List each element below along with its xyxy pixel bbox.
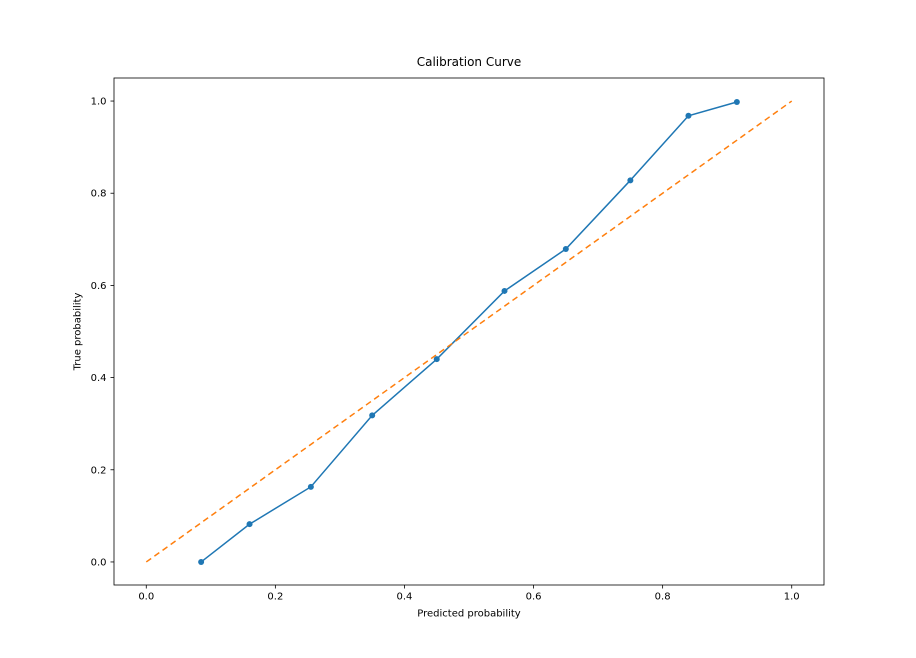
y-tick-label: 0.0: [91, 557, 107, 568]
marker-calibration: [247, 521, 253, 527]
x-tick-label: 0.2: [267, 592, 283, 603]
chart-title: Calibration Curve: [417, 55, 522, 69]
x-tick-label: 0.4: [397, 592, 413, 603]
y-tick-label: 0.6: [91, 281, 107, 292]
x-tick-label: 0.8: [655, 592, 671, 603]
marker-calibration: [685, 113, 691, 119]
marker-calibration: [369, 412, 375, 418]
y-tick-label: 1.0: [91, 97, 107, 108]
marker-calibration: [627, 177, 633, 183]
x-axis-label: Predicted probability: [417, 609, 521, 620]
chart-svg: 0.0 0.2 0.4 0.6 0.8 1.0 0.0 0.2 0.4 0.6 0.8 1.0 Pred…: [0, 0, 916, 658]
x-tick-label: 1.0: [784, 592, 800, 603]
marker-calibration: [563, 246, 569, 252]
x-tick-label: 0.6: [526, 592, 542, 603]
marker-calibration: [502, 288, 508, 294]
y-axis-label: True probability: [73, 293, 84, 372]
y-tick-label: 0.2: [91, 465, 107, 476]
y-tick-label: 0.8: [91, 189, 107, 200]
chart-bg: [0, 0, 916, 658]
marker-calibration: [198, 559, 204, 565]
calibration-chart: 0.0 0.2 0.4 0.6 0.8 1.0 0.0 0.2 0.4 0.6 0.8 1.0 Pred…: [0, 0, 916, 658]
y-tick-label: 0.4: [91, 373, 107, 384]
marker-calibration: [734, 99, 740, 105]
x-tick-label: 0.0: [138, 592, 154, 603]
marker-calibration: [308, 484, 314, 490]
marker-calibration: [434, 356, 440, 362]
